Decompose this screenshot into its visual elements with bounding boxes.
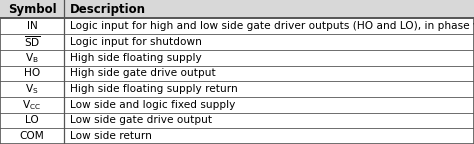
- Text: Description: Description: [70, 3, 146, 16]
- Text: LO: LO: [25, 115, 39, 125]
- Text: Low side and logic fixed supply: Low side and logic fixed supply: [70, 100, 236, 110]
- Text: IN: IN: [27, 21, 37, 31]
- Text: High side floating supply return: High side floating supply return: [70, 84, 238, 94]
- Text: Logic input for shutdown: Logic input for shutdown: [70, 37, 202, 47]
- Text: COM: COM: [19, 131, 45, 141]
- Text: Low side return: Low side return: [70, 131, 152, 141]
- Text: Logic input for high and low side gate driver outputs (HO and LO), in phase with: Logic input for high and low side gate d…: [70, 21, 474, 31]
- Text: High side floating supply: High side floating supply: [70, 53, 202, 63]
- Text: V$_{\rm B}$: V$_{\rm B}$: [25, 51, 39, 65]
- Text: HO: HO: [24, 68, 40, 78]
- Text: V$_{\rm CC}$: V$_{\rm CC}$: [22, 98, 42, 112]
- Text: High side gate drive output: High side gate drive output: [70, 68, 216, 78]
- Text: $\overline{\rm SD}$: $\overline{\rm SD}$: [24, 35, 40, 49]
- Text: Symbol: Symbol: [8, 3, 56, 16]
- Bar: [0, 0, 474, 18]
- Text: Low side gate drive output: Low side gate drive output: [70, 115, 212, 125]
- Text: V$_{\rm S}$: V$_{\rm S}$: [25, 82, 39, 96]
